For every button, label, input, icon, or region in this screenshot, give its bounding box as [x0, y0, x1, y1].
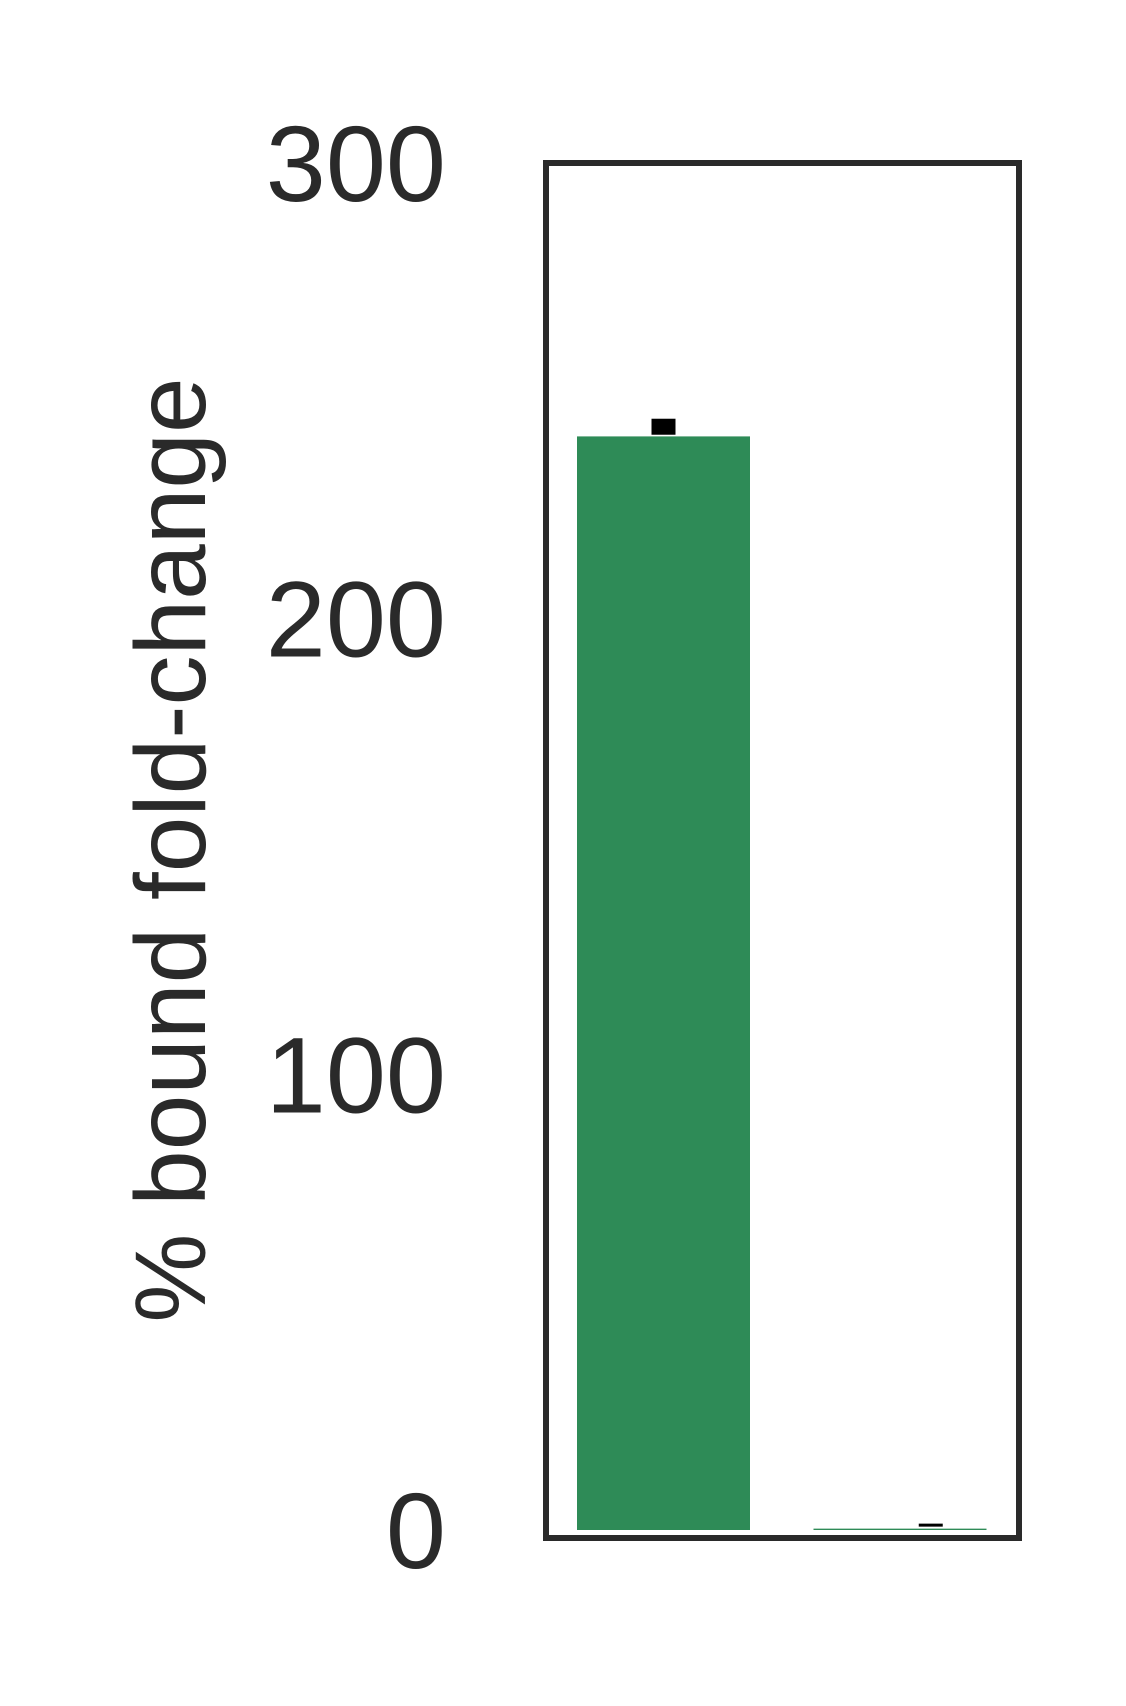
- error-bar-1: [651, 418, 676, 435]
- bars-layer: [577, 436, 987, 1530]
- y-tick-label: 300: [266, 103, 446, 224]
- bar-1: [577, 436, 750, 1530]
- y-tick-labels: 0 100 200 300: [266, 103, 446, 1591]
- y-axis-label: % bound fold-change: [115, 377, 227, 1322]
- y-tick-label: 100: [266, 1014, 446, 1135]
- error-bar-2: [918, 1523, 943, 1527]
- bar-2: [813, 1528, 987, 1530]
- y-tick-label: 200: [266, 559, 446, 680]
- plot-frame: [543, 160, 1022, 1541]
- y-tick-label: 0: [386, 1470, 446, 1591]
- error-bars-layer: [651, 418, 943, 1527]
